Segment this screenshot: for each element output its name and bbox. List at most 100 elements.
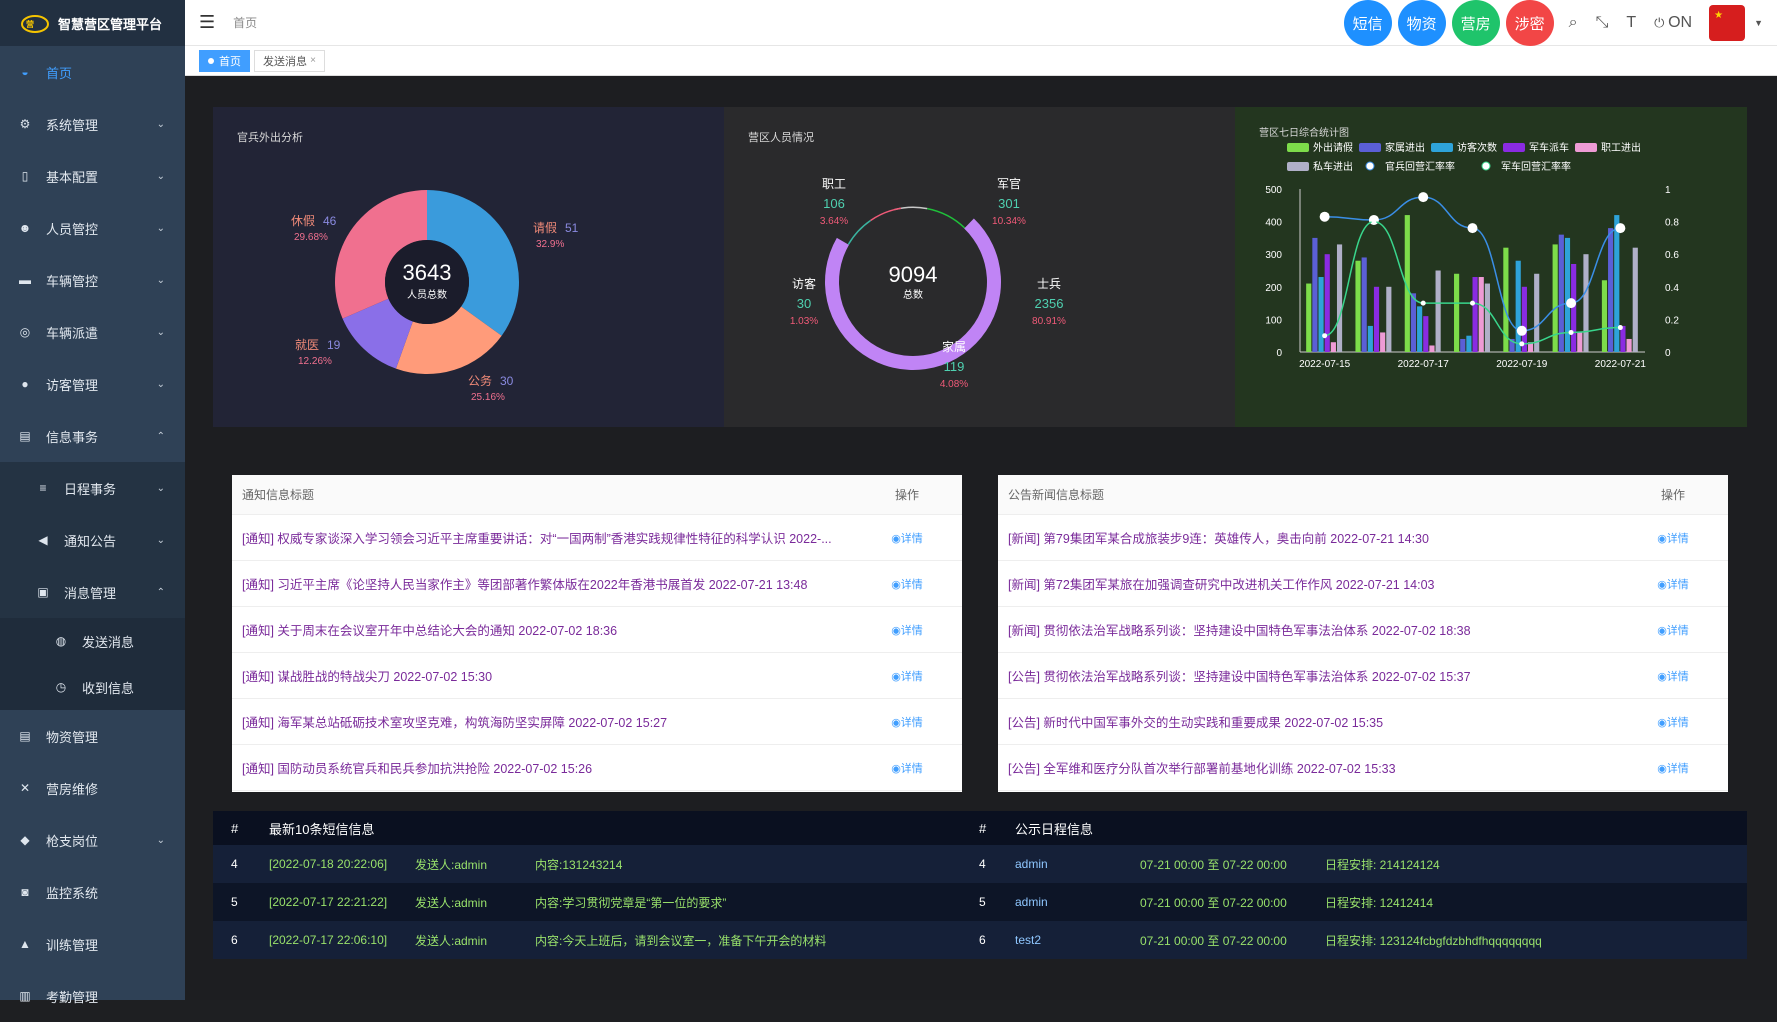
search-icon[interactable]: ⌕	[1568, 14, 1578, 31]
sms-content: 内容:今天上班后，请到会议室一，准备下午开会的材料	[535, 933, 827, 948]
detail-link[interactable]: ◉详情	[852, 530, 962, 546]
sidebar-item[interactable]: ◙ 监控系统	[0, 866, 185, 918]
bar	[1571, 263, 1577, 352]
breadcrumb[interactable]: 首页	[233, 16, 258, 30]
row-title-link[interactable]: [通知] 习近平主席《论坚持人民当家作主》等团部著作繁体版在2022年香港书展首…	[242, 578, 808, 592]
sidebar-item[interactable]: ⚙ 系统管理 ⌄	[0, 98, 185, 150]
eye-icon: ◉	[1657, 624, 1667, 637]
sidebar-item[interactable]: ◎ 车辆派遣 ⌄	[0, 306, 185, 358]
sidebar-item[interactable]: ✕ 营房维修	[0, 762, 185, 814]
sidebar-item[interactable]: ▬ 车辆管控 ⌄	[0, 254, 185, 306]
tag-send-message[interactable]: 发送消息 ×	[254, 49, 325, 72]
donut-slice	[335, 190, 427, 319]
sms-button[interactable]: 短信	[1343, 0, 1392, 46]
sidebar-item[interactable]: ▯ 基本配置 ⌄	[0, 150, 185, 202]
row-title-link[interactable]: [新闻] 第79集团军某合成旅装步9连：英雄传人，奥击向前 2022-07-21…	[1008, 532, 1429, 546]
detail-link[interactable]: ◉详情	[852, 714, 962, 730]
clock-icon: ◷	[55, 680, 67, 694]
sidebar-item[interactable]: ≡ 日程事务 ⌄	[0, 462, 185, 514]
detail-label: 详情	[1666, 532, 1689, 545]
row-title-link[interactable]: [公告] 贯彻依法治军战略系列谈：坚持建设中国特色军事法治体系 2022-07-…	[1008, 670, 1471, 684]
avatar[interactable]: ★	[1709, 5, 1746, 41]
classified-button[interactable]: 涉密	[1505, 0, 1554, 46]
sidebar-item[interactable]: ▣ 消息管理 ⌃	[0, 566, 185, 618]
row-title-link[interactable]: [公告] 新时代中国军事外交的生动实践和重要成果 2022-07-02 15:3…	[1008, 716, 1384, 730]
bar	[1601, 280, 1608, 352]
panel-title: 官兵外出分析	[237, 132, 303, 144]
series-line	[1324, 220, 1621, 345]
power-icon[interactable]: ⏻ ON	[1654, 14, 1693, 31]
sidebar-item[interactable]: ◒ 首页	[0, 46, 185, 98]
fullscreen-icon[interactable]: ⤡	[1595, 14, 1609, 31]
users-icon: ☻	[18, 221, 32, 235]
detail-link[interactable]: ◉详情	[1618, 576, 1728, 592]
sidebar-item[interactable]: ▤ 信息事务 ⌃	[0, 410, 185, 462]
hamburger-icon[interactable]: ☰	[199, 12, 216, 32]
sidebar-item[interactable]: ◷ 收到信息	[0, 664, 185, 710]
line-point	[1322, 333, 1328, 339]
legend-label: 外出请假	[1313, 141, 1353, 154]
x-tick-label: 2022-07-17	[1398, 359, 1450, 370]
ring-label-value: 301	[998, 196, 1020, 211]
table-row: [新闻] 第72集团军某旅在加强调查研究中改进机关工作作风 2022-07-21…	[998, 561, 1728, 607]
close-icon[interactable]: ×	[310, 55, 316, 66]
caret-down-icon[interactable]: ▼	[1754, 18, 1763, 28]
eye-icon: ◉	[1657, 532, 1667, 545]
bar	[1503, 247, 1509, 352]
sms-no: 4	[231, 857, 238, 871]
tag-home[interactable]: 首页	[199, 49, 250, 72]
bar	[1318, 277, 1324, 352]
detail-link[interactable]: ◉详情	[1618, 668, 1728, 684]
legend-marker	[1365, 161, 1375, 171]
sidebar-item[interactable]: ▲ 训练管理	[0, 918, 185, 970]
detail-link[interactable]: ◉详情	[1618, 714, 1728, 730]
document-icon: ▤	[19, 429, 31, 443]
donut-total: 3643	[403, 260, 452, 285]
bar	[1478, 277, 1484, 352]
row-title-link[interactable]: [新闻] 第72集团军某旅在加强调查研究中改进机关工作作风 2022-07-21…	[1008, 578, 1435, 592]
row-title-link[interactable]: [通知] 关于周末在会议室开年中总结论大会的通知 2022-07-02 18:3…	[242, 624, 618, 638]
detail-link[interactable]: ◉详情	[852, 576, 962, 592]
bar	[1614, 215, 1620, 352]
row-title-link[interactable]: [通知] 权威专家谈深入学习领会习近平主席重要讲话：对“一国两制”香港实践规律性…	[242, 532, 832, 546]
table-row: [通知] 谋战胜战的特战尖刀 2022-07-02 15:30 ◉详情	[232, 653, 962, 699]
detail-link[interactable]: ◉详情	[852, 760, 962, 776]
y-tick-label: 500	[1265, 185, 1282, 196]
tags-bar: 首页 发送消息 ×	[185, 46, 1777, 76]
ring-label-pct: 10.34%	[992, 216, 1026, 227]
dot-icon	[208, 57, 214, 64]
row-title-link[interactable]: [通知] 海军某总站砥砺技术室攻坚克难，构筑海防坚实屏障 2022-07-02 …	[242, 716, 668, 730]
schedule-no: 6	[979, 933, 986, 947]
sidebar-item[interactable]: ◆ 枪支岗位 ⌄	[0, 814, 185, 866]
donut-slice	[427, 190, 519, 336]
sidebar-item[interactable]: ▥ 考勤管理	[0, 970, 185, 1022]
dashboard-icon: ◒	[21, 65, 29, 79]
chevron-up-icon: ⌃	[156, 586, 165, 598]
sidebar-item[interactable]: ▤ 物资管理	[0, 710, 185, 762]
row-title-link[interactable]: [通知] 谋战胜战的特战尖刀 2022-07-02 15:30	[242, 670, 493, 684]
sidebar-item[interactable]: ◀ 通知公告 ⌄	[0, 514, 185, 566]
font-size-icon[interactable]: T	[1626, 14, 1637, 31]
donut-label-value: 30	[500, 374, 514, 388]
row-title-link[interactable]: [新闻] 贯彻依法治军战略系列谈：坚持建设中国特色军事法治体系 2022-07-…	[1008, 624, 1471, 638]
detail-link[interactable]: ◉详情	[852, 622, 962, 638]
sidebar-item[interactable]: ◍ 发送消息	[0, 618, 185, 664]
detail-link[interactable]: ◉详情	[1618, 622, 1728, 638]
schedule-range: 07-21 00:00 至 07-22 00:00	[1140, 933, 1287, 948]
barracks-button[interactable]: 营房	[1451, 0, 1500, 46]
row-title-link[interactable]: [通知] 国防动员系统官兵和民兵参加抗洪抢险 2022-07-02 15:26	[242, 762, 593, 776]
ring-label-name: 士兵	[1037, 277, 1061, 291]
detail-link[interactable]: ◉详情	[852, 668, 962, 684]
bar	[1410, 293, 1417, 352]
detail-link[interactable]: ◉详情	[1618, 530, 1728, 546]
supplies-button[interactable]: 物资	[1397, 0, 1446, 46]
row-title-link[interactable]: [公告] 全军维和医疗分队首次举行部署前基地化训练 2022-07-02 15:…	[1008, 762, 1396, 776]
detail-link[interactable]: ◉详情	[1618, 760, 1728, 776]
line-point	[1615, 223, 1626, 234]
table-row: [新闻] 第79集团军某合成旅装步9连：英雄传人，奥击向前 2022-07-21…	[998, 515, 1728, 561]
sidebar-item-label: 训练管理	[46, 937, 99, 953]
sidebar-item[interactable]: ☻ 人员管控 ⌄	[0, 202, 185, 254]
sms-time: [2022-07-18 20:22:06]	[269, 857, 388, 871]
sidebar-item[interactable]: ● 访客管理 ⌄	[0, 358, 185, 410]
table-row: [通知] 国防动员系统官兵和民兵参加抗洪抢险 2022-07-02 15:26 ◉…	[232, 745, 962, 791]
